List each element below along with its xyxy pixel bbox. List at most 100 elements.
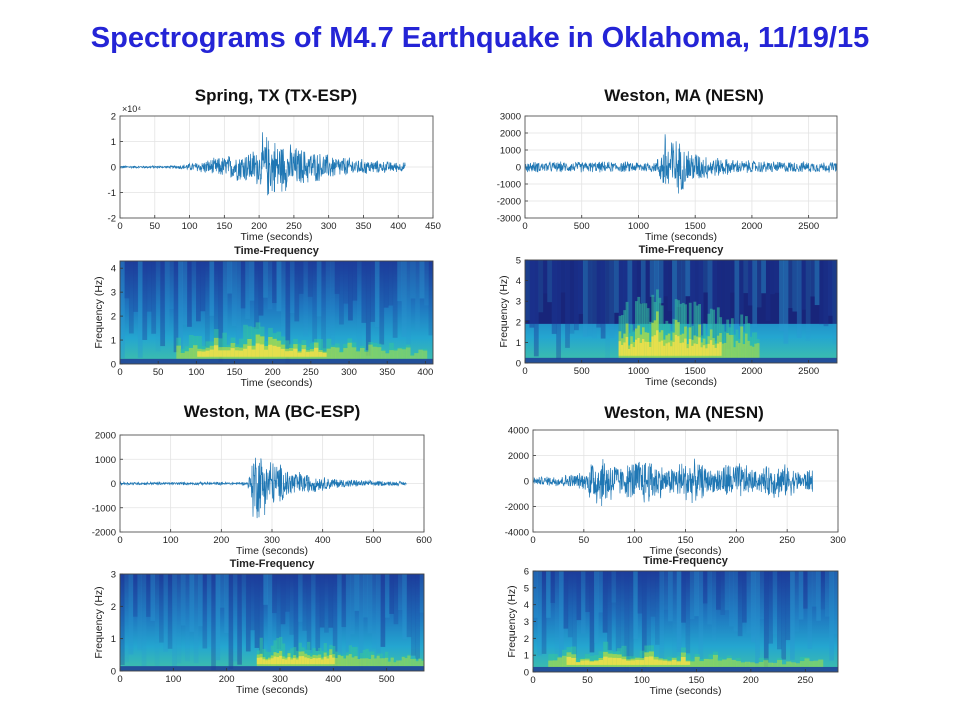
spectrogram-streak <box>303 261 309 337</box>
spectrogram-streak <box>204 261 210 351</box>
spectrogram-energy-peak <box>259 344 265 357</box>
spectrogram-streak <box>200 261 206 312</box>
spectrogram-title: Time-Frequency <box>639 244 725 256</box>
spectrogram-streak <box>646 571 651 651</box>
spectrogram-streak <box>160 261 166 347</box>
spectrogram-energy-core <box>371 654 375 667</box>
spectrogram-energy-peak <box>329 654 333 665</box>
spectrogram-energy-peak <box>649 347 652 356</box>
spectrogram-energy-peak <box>691 345 694 356</box>
spectrogram-streak <box>824 571 830 617</box>
spectrogram-streak <box>258 261 264 316</box>
spectrogram-energy-peak <box>651 336 655 356</box>
spectrogram-energy-peak <box>702 345 706 356</box>
spectrogram-energy-core <box>334 658 339 667</box>
spectrogram-streak <box>649 260 655 297</box>
waveform-frame <box>532 429 839 533</box>
spectrogram-streak <box>659 571 665 666</box>
spectrogram-streak <box>768 571 773 644</box>
spectrogram-streak <box>124 261 130 299</box>
spectrogram-plot-bc: Time-Frequency 0 100 200 300 400 500 3 2 1 0 Time (… <box>93 558 425 696</box>
spectrogram-energy-core <box>334 347 340 359</box>
spectrogram-energy-core <box>742 344 746 358</box>
waveform-xtick-label: 0 <box>117 221 122 232</box>
spectrogram-xlabel: Time (seconds) <box>236 684 308 696</box>
spectrogram-energy-peak <box>698 337 701 356</box>
waveform-xtick-label: 250 <box>286 221 302 232</box>
spectrogram-streak <box>698 571 704 660</box>
spectrogram-frame <box>119 573 425 672</box>
waveform-ytick-label: -4000 <box>505 528 529 539</box>
spectrogram-streak <box>546 571 551 618</box>
spectrogram-energy-band <box>695 305 699 363</box>
spectrogram-streak <box>254 261 259 329</box>
spectrogram-streak <box>796 260 802 338</box>
spectrogram-streak <box>746 571 752 634</box>
spectrogram-energy-peak <box>305 352 311 357</box>
spectrogram-streak <box>180 574 186 626</box>
spectrogram-streak <box>321 261 326 356</box>
spectrogram-xtick-label: 200 <box>743 675 759 686</box>
waveform-ytick-label: -1000 <box>497 180 521 191</box>
spectrogram-streak <box>185 574 190 662</box>
spectrogram-xtick-label: 2000 <box>741 366 762 377</box>
spectrogram-energy-peak <box>293 348 298 357</box>
spectrogram-streak <box>668 571 673 622</box>
spectrogram-streak <box>600 260 606 339</box>
spectrogram-energy-peak <box>630 343 634 356</box>
spectrogram-streak <box>777 571 782 650</box>
spectrogram-streak <box>328 574 334 628</box>
spectrogram-streak <box>428 261 434 336</box>
waveform-xtick-label: 350 <box>356 221 372 232</box>
spectrogram-title: Time-Frequency <box>230 558 316 570</box>
spectrogram-streak <box>272 574 277 614</box>
spectrogram-streak <box>380 574 386 647</box>
spectrogram-energy-peak <box>265 660 269 665</box>
spectrogram-xtick-label: 50 <box>582 675 593 686</box>
waveform-xtick-label: 100 <box>627 535 643 546</box>
spectrogram-streak <box>591 260 597 339</box>
spectrogram-streak <box>685 260 691 297</box>
waveform-ytick-label: 0 <box>111 479 116 490</box>
spectrogram-energy-core <box>418 658 422 667</box>
spectrogram-energy-core <box>373 658 378 667</box>
spectrogram-energy-core <box>404 658 408 667</box>
spectrogram-energy-core <box>731 659 737 667</box>
spectrogram-energy-peak <box>263 349 269 357</box>
spectrogram-ytick-label: 4 <box>111 264 116 275</box>
spectrogram-streak <box>585 571 590 613</box>
spectrogram-energy-core <box>708 659 714 667</box>
spectrogram-streak <box>397 574 403 611</box>
spectrogram-streak <box>770 260 775 295</box>
station-title-bc-esp: Weston, MA (BC-ESP) <box>183 402 361 421</box>
spectrogram-ytick-label: 0 <box>111 360 116 371</box>
spectrogram-energy-peak <box>700 347 704 356</box>
waveform-xtick-label: 1500 <box>685 221 706 232</box>
spectrogram-streak <box>374 261 380 328</box>
spectrogram-streak <box>658 260 664 304</box>
spectrogram-streak <box>598 571 604 613</box>
spectrogram-energy-peak <box>680 657 686 665</box>
spectrogram-energy-peak <box>625 336 629 356</box>
spectrogram-energy-peak <box>273 656 277 665</box>
spectrogram-ytick-label: 3 <box>516 297 521 308</box>
spectrogram-ytick-label: 0 <box>516 359 521 370</box>
spectrogram-energy-peak <box>627 348 631 356</box>
spectrogram-energy-core <box>376 655 380 667</box>
spectrogram-plot-tx: Time-Frequency 0 50 100 150 200 250 300 350 400 4 3… <box>93 245 434 389</box>
spectrogram-energy-peak <box>280 348 286 357</box>
waveform-xtick-label: 200 <box>213 535 229 546</box>
spectrogram-streak <box>814 260 820 306</box>
spectrogram-streak <box>258 574 264 665</box>
spectrogram-ytick-label: 0 <box>111 667 116 678</box>
spectrogram-streak <box>406 261 411 347</box>
spectrogram-xtick-label: 150 <box>227 367 243 378</box>
spectrogram-energy-core <box>735 340 739 358</box>
spectrogram-streak <box>807 571 813 649</box>
spectrogram-streak <box>361 261 367 323</box>
spectrogram-streak <box>154 574 160 667</box>
spectrogram-streak <box>276 261 282 312</box>
waveform-ytick-label: 3000 <box>500 112 521 123</box>
spectrogram-energy-core <box>717 660 723 667</box>
waveform-xtick-label: 450 <box>425 221 441 232</box>
